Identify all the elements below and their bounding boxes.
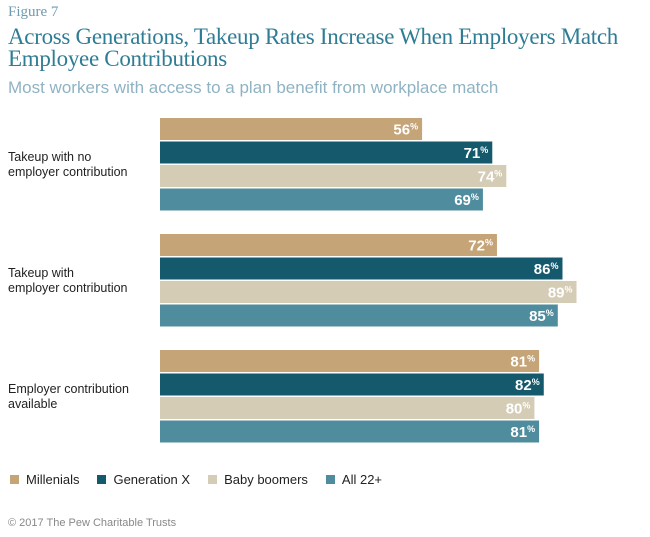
legend-label: All 22+ (341, 472, 383, 487)
data-label: 72% (468, 238, 493, 255)
chart-subtitle: Most workers with access to a plan benef… (8, 78, 499, 97)
data-label: 86% (534, 261, 559, 278)
data-label: 56% (393, 122, 418, 139)
data-label: 80% (506, 401, 531, 418)
bar-millenials (160, 118, 423, 140)
category-label: Takeup with employer contribution (8, 266, 128, 295)
legend-swatch (97, 475, 107, 484)
bar-baby-boomers (160, 397, 535, 419)
category-label: Takeup with no employer contribution (8, 150, 128, 179)
data-label: 69% (454, 192, 479, 209)
data-label: 81% (510, 424, 535, 441)
legend: Millenials Generation X Baby boomers All 22… (10, 472, 400, 487)
legend-swatch (325, 475, 335, 484)
legend-item: Generation X (97, 472, 190, 487)
data-label: 85% (529, 308, 554, 325)
bar-millenials (160, 234, 497, 256)
bar-generation-x (160, 373, 544, 396)
bar-baby-boomers (160, 165, 507, 187)
chart-title: Across Generations, Takeup Rates Increas… (8, 24, 618, 71)
bar-generation-x (160, 141, 493, 164)
data-label: 81% (510, 354, 535, 371)
legend-item: Millenials (10, 472, 79, 487)
legend-item: Baby boomers (208, 472, 308, 487)
data-label: 71% (464, 145, 489, 162)
legend-label: Generation X (113, 472, 191, 487)
legend-item: All 22+ (325, 472, 383, 487)
copyright: © 2017 The Pew Charitable Trusts (8, 517, 177, 529)
bar-baby-boomers (160, 281, 577, 303)
legend-label: Millenials (26, 472, 80, 487)
bar-millenials (160, 350, 540, 372)
legend-label: Baby boomers (224, 472, 308, 487)
data-label: 89% (548, 285, 573, 302)
data-label: 82% (515, 377, 540, 394)
bar-all-22- (160, 188, 483, 211)
figure-label: Figure 7 (8, 4, 59, 20)
bar-generation-x (160, 257, 563, 280)
data-label: 74% (478, 169, 503, 186)
legend-swatch (10, 475, 19, 484)
legend-swatch (208, 475, 218, 484)
bar-all-22- (160, 304, 558, 327)
category-label: Employer contribution available (8, 382, 129, 411)
bar-all-22- (160, 420, 540, 443)
